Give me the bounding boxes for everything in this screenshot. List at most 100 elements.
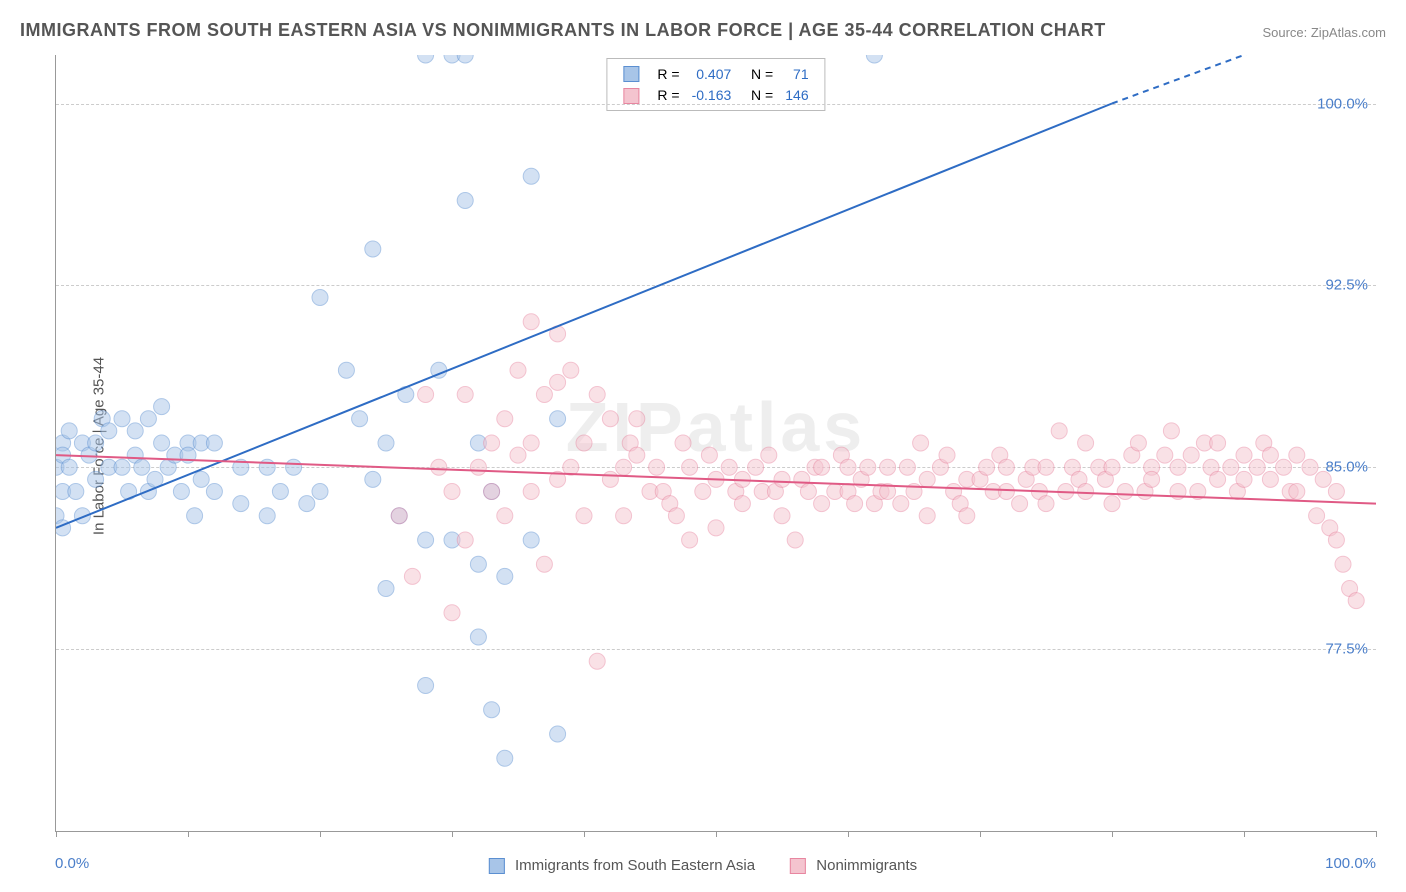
scatter-point [187, 508, 203, 524]
scatter-point [1309, 508, 1325, 524]
scatter-point [1183, 447, 1199, 463]
scatter-point [206, 484, 222, 500]
scatter-point [68, 484, 84, 500]
scatter-point [272, 484, 288, 500]
scatter-point [470, 556, 486, 572]
scatter-point [404, 568, 420, 584]
scatter-point [1078, 435, 1094, 451]
scatter-point [563, 362, 579, 378]
scatter-point [1262, 471, 1278, 487]
scatter-point [1236, 447, 1252, 463]
scatter-point [675, 435, 691, 451]
scatter-point [919, 508, 935, 524]
scatter-point [1249, 459, 1265, 475]
xtick [1112, 831, 1113, 837]
scatter-point [233, 496, 249, 512]
scatter-point [1348, 593, 1364, 609]
scatter-point [444, 484, 460, 500]
xtick [452, 831, 453, 837]
scatter-point [173, 484, 189, 500]
scatter-point [338, 362, 354, 378]
scatter-point [919, 471, 935, 487]
scatter-point [378, 435, 394, 451]
scatter-point [1276, 459, 1292, 475]
scatter-point [682, 459, 698, 475]
scatter-point [550, 411, 566, 427]
scatter-point [154, 435, 170, 451]
scatter-point [61, 459, 77, 475]
scatter-point [866, 55, 882, 63]
source-attribution: Source: ZipAtlas.com [1262, 25, 1386, 40]
scatter-point [616, 508, 632, 524]
scatter-point [154, 399, 170, 415]
scatter-point [88, 471, 104, 487]
scatter-point [1289, 447, 1305, 463]
scatter-point [1262, 447, 1278, 463]
scatter-point [88, 435, 104, 451]
scatter-point [312, 290, 328, 306]
scatter-point [629, 447, 645, 463]
xtick [584, 831, 585, 837]
chart-container: IMMIGRANTS FROM SOUTH EASTERN ASIA VS NO… [0, 0, 1406, 892]
scatter-point [1117, 484, 1133, 500]
trend-line-extrapolated [1112, 55, 1376, 104]
scatter-point [748, 459, 764, 475]
scatter-point [206, 435, 222, 451]
scatter-point [1170, 459, 1186, 475]
trend-line [56, 104, 1112, 528]
bottom-legend: Immigrants from South Eastern Asia Nonim… [489, 857, 917, 874]
scatter-point [1315, 471, 1331, 487]
scatter-point [787, 532, 803, 548]
scatter-point [1236, 471, 1252, 487]
scatter-point [550, 374, 566, 390]
scatter-point [1157, 447, 1173, 463]
scatter-point [959, 508, 975, 524]
xtick [1376, 831, 1377, 837]
x-axis-max-label: 100.0% [1325, 855, 1376, 872]
scatter-point [774, 508, 790, 524]
scatter-point [418, 678, 434, 694]
scatter-point [1038, 459, 1054, 475]
xtick [1244, 831, 1245, 837]
scatter-point [1328, 484, 1344, 500]
scatter-point [1144, 471, 1160, 487]
scatter-point [1210, 435, 1226, 451]
scatter-point [259, 459, 275, 475]
xtick [848, 831, 849, 837]
scatter-point [523, 168, 539, 184]
scatter-point [134, 459, 150, 475]
scatter-point [484, 484, 500, 500]
scatter-point [259, 508, 275, 524]
scatter-point [140, 411, 156, 427]
scatter-point [193, 471, 209, 487]
xtick [56, 831, 57, 837]
scatter-point [510, 447, 526, 463]
scatter-point [682, 532, 698, 548]
scatter-point [1078, 484, 1094, 500]
chart-svg [56, 55, 1376, 831]
scatter-point [299, 496, 315, 512]
scatter-point [444, 605, 460, 621]
scatter-point [536, 556, 552, 572]
scatter-point [457, 387, 473, 403]
scatter-point [998, 484, 1014, 500]
scatter-point [418, 532, 434, 548]
scatter-point [484, 435, 500, 451]
scatter-point [602, 471, 618, 487]
scatter-point [899, 459, 915, 475]
scatter-point [1328, 532, 1344, 548]
scatter-point [114, 411, 130, 427]
scatter-point [523, 435, 539, 451]
xtick [980, 831, 981, 837]
scatter-point [695, 484, 711, 500]
scatter-point [649, 459, 665, 475]
scatter-point [61, 423, 77, 439]
scatter-point [979, 459, 995, 475]
scatter-point [998, 459, 1014, 475]
scatter-point [286, 459, 302, 475]
scatter-point [457, 55, 473, 63]
scatter-point [550, 726, 566, 742]
xtick [716, 831, 717, 837]
scatter-point [418, 387, 434, 403]
scatter-point [1012, 496, 1028, 512]
